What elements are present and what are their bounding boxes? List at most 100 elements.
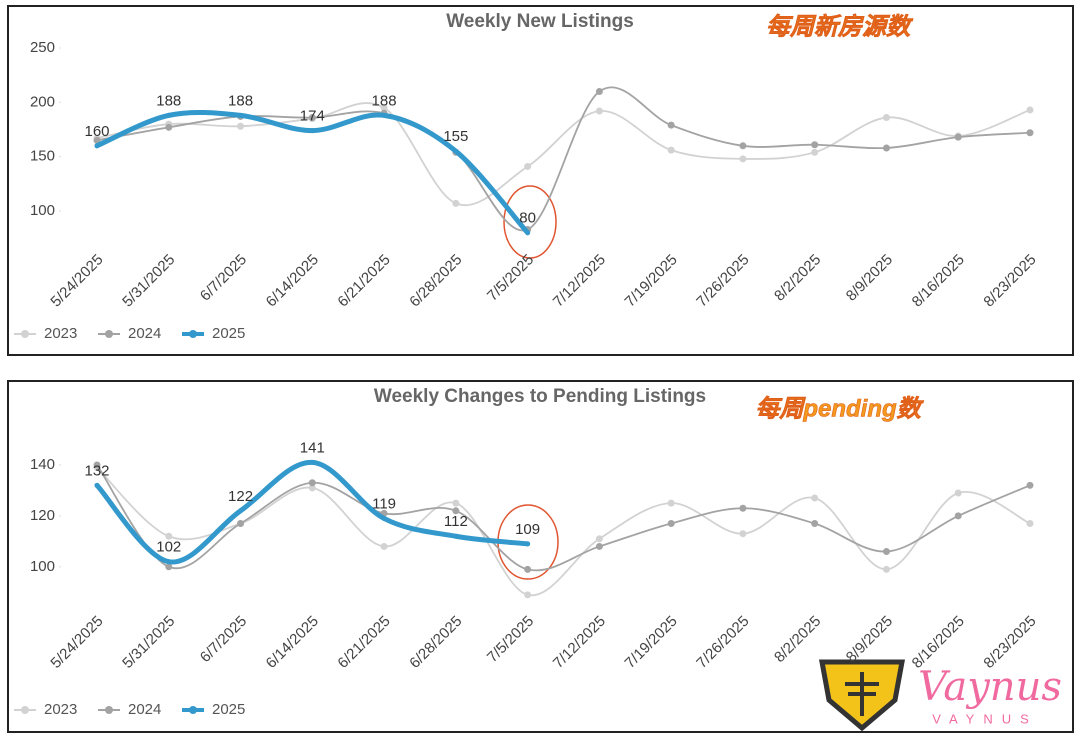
data-point: [165, 532, 173, 540]
data-point: [595, 535, 603, 543]
data-point: [524, 591, 532, 599]
data-point: [165, 563, 173, 571]
chart-frame: [7, 380, 1074, 733]
data-label: 188: [228, 92, 253, 109]
highlight-circle: [503, 185, 557, 259]
data-point: [453, 533, 459, 539]
data-point: [739, 530, 747, 538]
data-point: [237, 520, 245, 528]
data-point: [739, 142, 747, 150]
legend-label: 2025: [212, 325, 245, 342]
annotation: 每周新房源数: [766, 13, 914, 40]
data-point: [309, 459, 315, 465]
data-point: [381, 112, 387, 118]
data-point: [667, 146, 675, 154]
y-tick-label: 150: [30, 148, 55, 165]
data-point: [667, 121, 675, 129]
data-label: 132: [84, 462, 109, 479]
data-label: 109: [515, 521, 540, 538]
data-point: [595, 87, 603, 95]
data-label: 174: [300, 108, 325, 125]
data-point: [238, 112, 244, 118]
data-point: [882, 565, 890, 573]
data-point: [811, 141, 819, 149]
logo: Vaynus VAYNUS: [818, 659, 1062, 732]
data-point: [166, 559, 172, 565]
legend-marker: [105, 330, 113, 338]
legend-label: 2023: [44, 325, 77, 342]
data-point: [94, 482, 100, 488]
data-point: [595, 107, 603, 115]
data-point: [739, 504, 747, 512]
data-point: [94, 143, 100, 149]
data-point: [381, 515, 387, 521]
data-point: [308, 484, 316, 492]
legend-marker: [189, 330, 197, 338]
data-label: 188: [372, 92, 397, 109]
data-label: 102: [156, 539, 181, 556]
data-point: [166, 112, 172, 118]
data-point: [1026, 106, 1034, 114]
data-point: [1026, 129, 1034, 137]
y-tick-label: 100: [30, 558, 55, 575]
legend-marker: [21, 706, 29, 714]
data-label: 160: [84, 123, 109, 140]
legend-label: 2024: [128, 701, 161, 718]
data-label: 112: [444, 513, 468, 530]
data-point: [525, 230, 531, 236]
data-point: [525, 541, 531, 547]
chart-title: Weekly Changes to Pending Listings: [374, 386, 706, 407]
data-point: [882, 548, 890, 556]
data-label: 122: [228, 488, 253, 505]
data-point: [811, 520, 819, 528]
y-tick-label: 120: [30, 507, 55, 524]
data-point: [238, 508, 244, 514]
data-point: [524, 162, 532, 170]
logo-icon: [845, 672, 879, 716]
data-point: [452, 499, 460, 507]
data-point: [93, 136, 101, 144]
annotation: 每周pending数: [755, 395, 924, 422]
data-point: [1026, 481, 1034, 489]
data-point: [380, 542, 388, 550]
y-tick-label: 250: [30, 39, 55, 56]
legend-marker: [21, 330, 29, 338]
legend-label: 2024: [128, 325, 161, 342]
data-label: 188: [156, 92, 181, 109]
data-point: [93, 461, 101, 469]
y-tick-label: 140: [30, 456, 55, 473]
data-point: [811, 494, 819, 502]
data-point: [954, 489, 962, 497]
data-point: [524, 565, 532, 573]
data-label: 119: [372, 495, 396, 512]
data-point: [1026, 520, 1034, 528]
logo-caps: VAYNUS: [932, 711, 1038, 726]
series-line: [96, 102, 1031, 207]
data-point: [954, 133, 962, 141]
data-label: 80: [519, 210, 536, 227]
data-point: [954, 512, 962, 520]
data-label: 155: [443, 128, 468, 145]
data-point: [811, 148, 819, 156]
data-point: [453, 148, 459, 154]
chart-frame: [7, 5, 1074, 356]
data-point: [237, 122, 245, 130]
data-point: [882, 144, 890, 152]
y-tick-label: 200: [30, 93, 55, 110]
legend-marker: [105, 706, 113, 714]
series-line: [96, 86, 1031, 232]
data-point: [739, 155, 747, 163]
legend-marker: [189, 706, 197, 714]
legend-label: 2025: [212, 701, 245, 718]
data-point: [452, 507, 460, 515]
data-label: 141: [300, 439, 325, 456]
legend-label: 2023: [44, 701, 77, 718]
data-point: [309, 128, 315, 134]
data-point: [667, 499, 675, 507]
data-point: [452, 199, 460, 207]
data-point: [308, 479, 316, 487]
data-point: [165, 123, 173, 131]
data-point: [595, 542, 603, 550]
data-point: [380, 104, 388, 112]
